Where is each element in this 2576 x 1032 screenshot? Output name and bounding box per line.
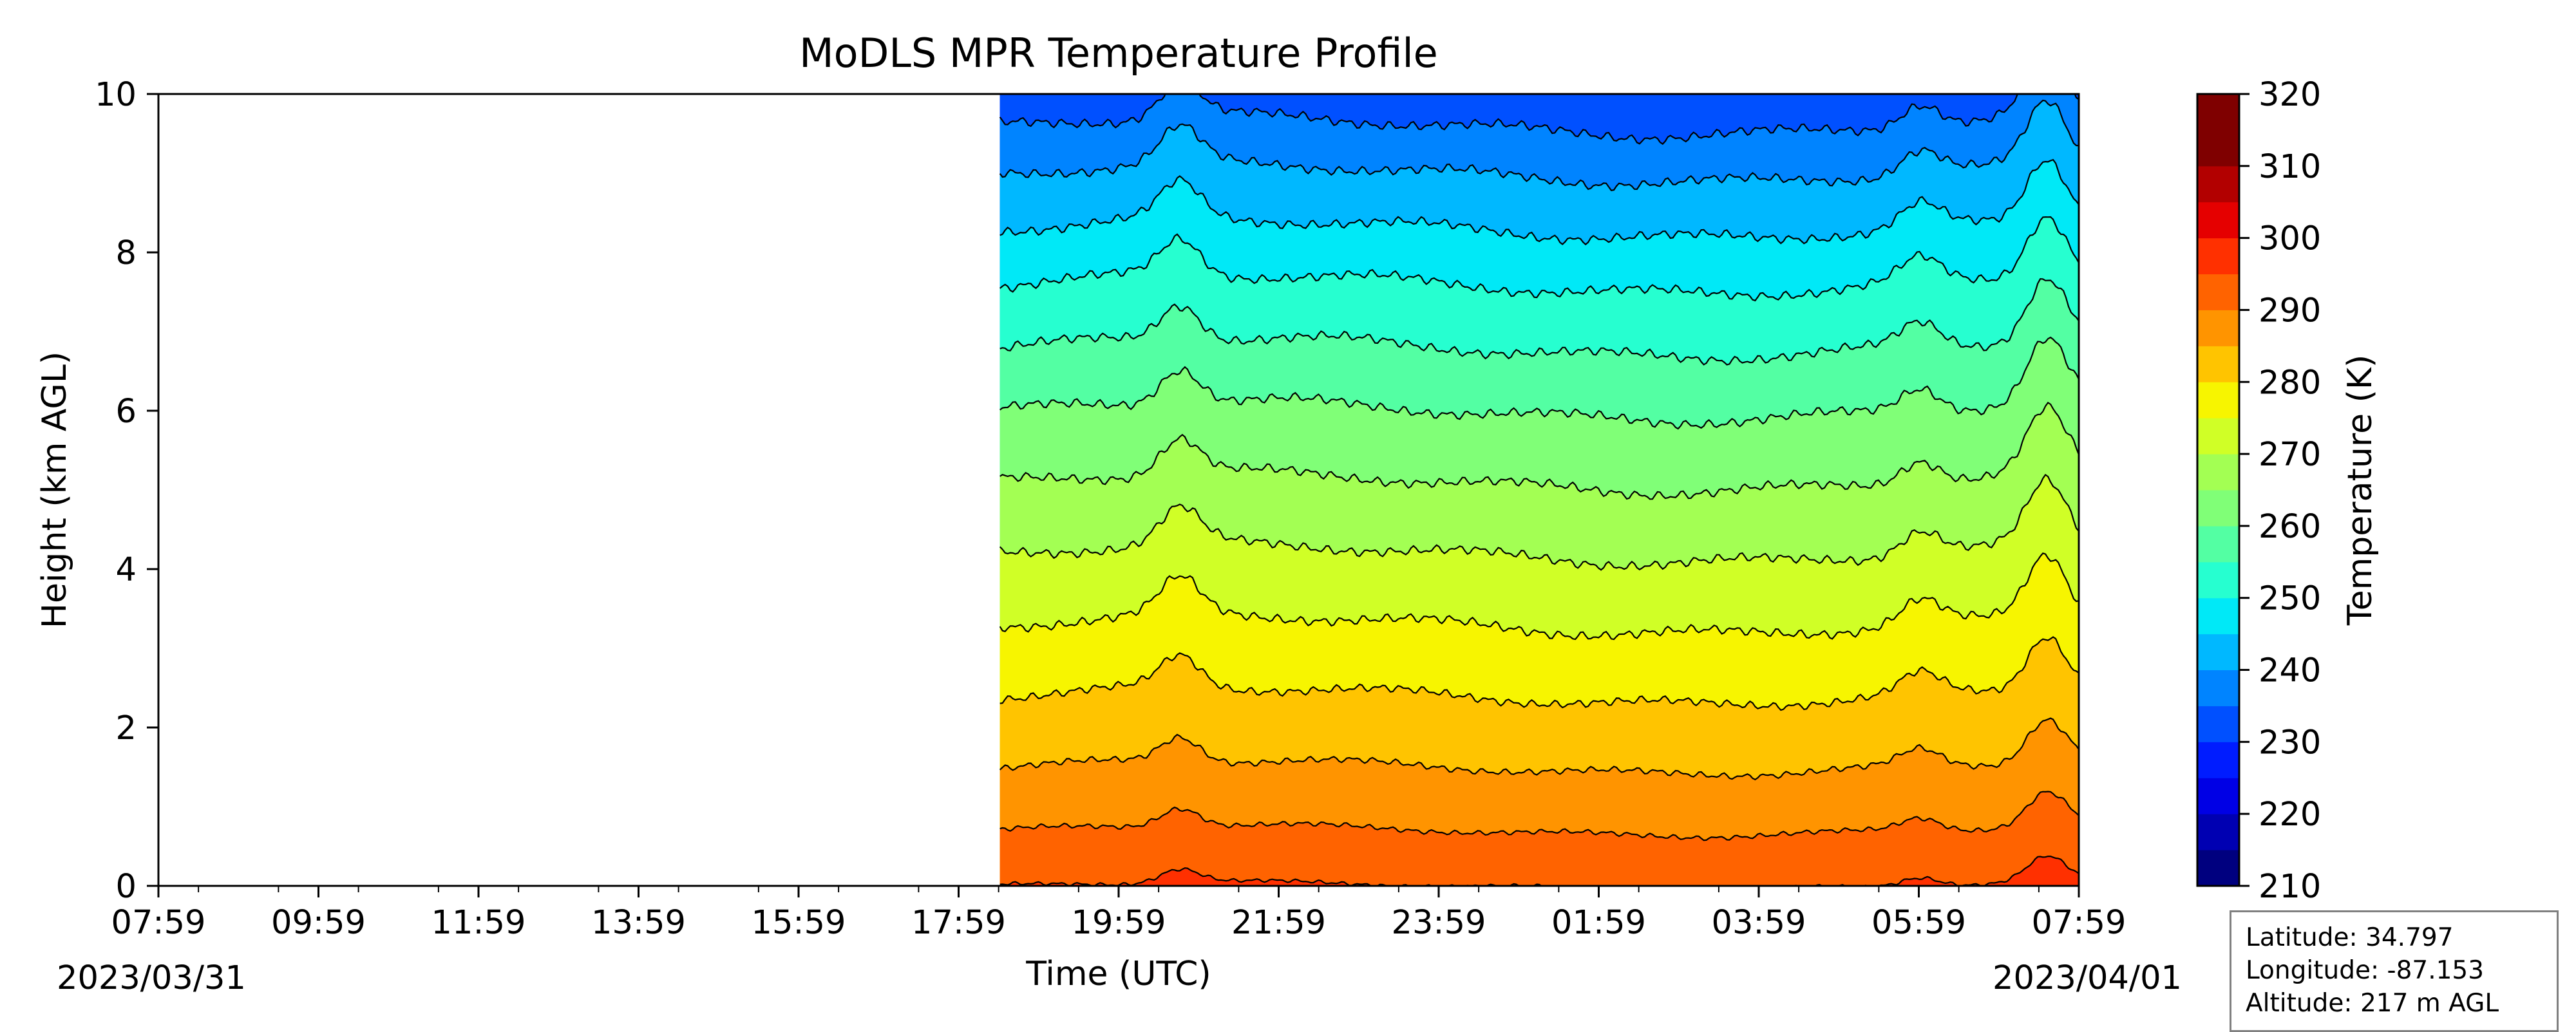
isotherm-270 <box>999 473 2079 571</box>
temperature-contour-fill <box>999 94 2079 886</box>
y-tick-label: 8 <box>116 234 137 272</box>
colorbar-segment <box>2197 165 2239 203</box>
y-axis-label: Height (km AGL) <box>35 352 74 628</box>
colorbar-segment <box>2197 490 2239 527</box>
colorbar-tick-label: 270 <box>2259 436 2321 474</box>
colorbar-segment <box>2197 310 2239 346</box>
colorbar-tick-label: 220 <box>2259 796 2321 834</box>
x-tick-label: 03:59 <box>1712 904 1806 942</box>
colorbar-segment <box>2197 850 2239 887</box>
isotherm-260 <box>999 336 2079 430</box>
x-tick-label: 01:59 <box>1551 904 1646 942</box>
colorbar-segment <box>2197 346 2239 382</box>
y-tick-label: 10 <box>95 76 137 114</box>
colorbar-tick-label: 300 <box>2259 220 2321 258</box>
isotherm-255 <box>999 278 2079 366</box>
colorbar-ticks: 210 220 230 240 250 260 270 280 290 300 310 320 <box>2239 76 2321 906</box>
y-tick-label: 6 <box>116 393 137 431</box>
colorbar-segment <box>2197 633 2239 671</box>
x-tick-label: 21:59 <box>1231 904 1326 942</box>
x-tick-label: 15:59 <box>752 904 846 942</box>
isotherm-280 <box>999 636 2079 711</box>
isotherm-240 <box>999 99 2079 192</box>
colorbar-segment <box>2197 525 2239 563</box>
colorbar-segment <box>2197 94 2239 131</box>
x-axis: 07:59 09:59 11:59 13:59 15:59 17:59 19:59 21:59… <box>111 886 2126 942</box>
station-longitude: Longitude: -87.153 <box>2246 956 2485 985</box>
colorbar-segment <box>2197 742 2239 778</box>
isotherm-295 <box>999 856 2079 886</box>
x-tick-label: 19:59 <box>1072 904 1166 942</box>
colorbar-frame <box>2196 93 2240 887</box>
temperature-contour-lines <box>999 94 2079 886</box>
colorbar-segment <box>2197 706 2239 742</box>
colorbar-segment <box>2197 274 2239 310</box>
x-tick-label: 17:59 <box>911 904 1006 942</box>
x-axis-date-end: 2023/04/01 <box>1993 959 2182 997</box>
x-tick-label: 11:59 <box>431 904 526 942</box>
chart-title: MoDLS MPR Temperature Profile <box>799 30 1438 77</box>
station-altitude: Altitude: 217 m AGL <box>2246 989 2499 1018</box>
colorbar-segment <box>2197 670 2239 706</box>
colorbar-segment <box>2197 238 2239 275</box>
x-tick-label: 05:59 <box>1871 904 1966 942</box>
colorbar-segment <box>2197 418 2239 455</box>
colorbar-tick-label: 260 <box>2259 508 2321 546</box>
y-tick-label: 2 <box>116 709 137 747</box>
isotherm-290 <box>999 791 2079 841</box>
colorbar-tick-label: 280 <box>2259 364 2321 402</box>
isotherm-235 <box>999 94 2079 145</box>
colorbar-segment <box>2197 561 2239 599</box>
colorbar <box>2197 94 2239 887</box>
x-tick-label: 07:59 <box>111 904 206 942</box>
isotherm-275 <box>999 552 2079 641</box>
x-tick-label: 13:59 <box>591 904 686 942</box>
colorbar-tick-label: 320 <box>2259 76 2321 114</box>
colorbar-tick-label: 240 <box>2259 652 2321 690</box>
colorbar-segment <box>2197 778 2239 814</box>
colorbar-tick-label: 250 <box>2259 580 2321 618</box>
isotherm-265 <box>999 402 2079 500</box>
x-axis-date-start: 2023/03/31 <box>57 959 246 997</box>
colorbar-segment <box>2197 382 2239 418</box>
x-tick-label: 23:59 <box>1392 904 1486 942</box>
colorbar-segment <box>2197 202 2239 239</box>
y-axis: 0 2 4 6 8 10 <box>95 76 158 906</box>
colorbar-label: Temperature (K) <box>2341 355 2380 626</box>
station-info-box: Latitude: 34.797 Longitude: -87.153 Alti… <box>2230 910 2559 1032</box>
x-axis-label: Time (UTC) <box>1025 955 1211 993</box>
x-tick-label: 09:59 <box>271 904 366 942</box>
isotherm-285 <box>999 717 2079 781</box>
colorbar-segment <box>2197 129 2239 167</box>
y-tick-label: 4 <box>116 551 137 589</box>
colorbar-segment <box>2197 814 2239 850</box>
colorbar-tick-label: 210 <box>2259 868 2321 906</box>
colorbar-segment <box>2197 597 2239 635</box>
x-tick-label: 07:59 <box>2032 904 2126 942</box>
contour-band-290 <box>999 791 2079 886</box>
colorbar-segment <box>2197 454 2239 491</box>
colorbar-tick-label: 230 <box>2259 724 2321 762</box>
isotherm-250 <box>999 216 2079 302</box>
colorbar-tick-label: 310 <box>2259 148 2321 186</box>
colorbar-tick-label: 290 <box>2259 292 2321 330</box>
station-latitude: Latitude: 34.797 <box>2246 923 2454 952</box>
y-tick-label: 0 <box>116 868 137 906</box>
isotherm-245 <box>999 158 2079 246</box>
